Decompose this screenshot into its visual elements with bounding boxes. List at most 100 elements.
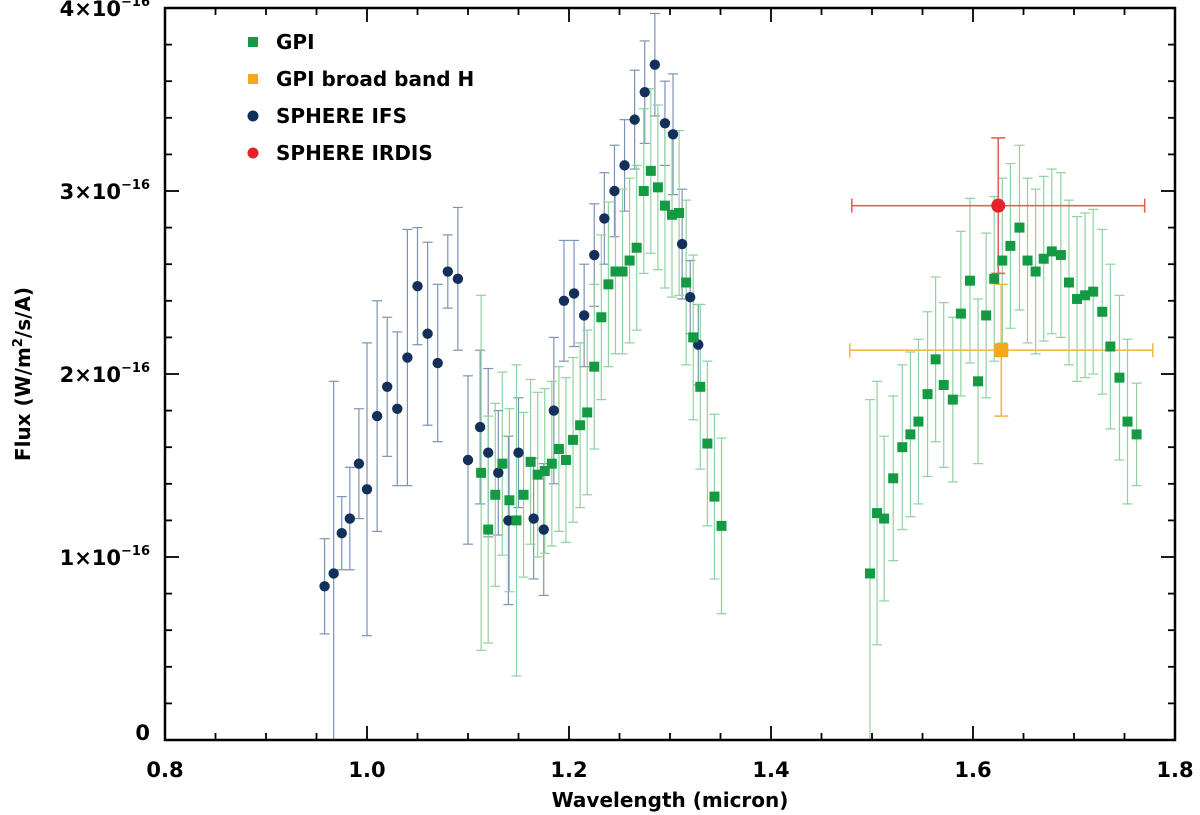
data-point: [652, 182, 663, 193]
data-point: [922, 389, 933, 400]
data-point: [631, 242, 642, 253]
data-point: [560, 455, 571, 466]
y-tick-exponent: −16: [121, 544, 150, 559]
data-point: [1131, 429, 1142, 440]
data-point: [610, 266, 621, 277]
axis-ticks: [164, 7, 1176, 741]
y-tick-label: 2×10−16: [60, 361, 150, 387]
data-markers-layer: [319, 59, 1142, 592]
legend-marker: [248, 74, 258, 84]
legend-marker: [247, 147, 259, 159]
data-point: [539, 465, 550, 476]
data-point: [674, 207, 685, 218]
data-point: [599, 213, 610, 224]
data-point: [1097, 306, 1108, 317]
data-point: [1038, 253, 1049, 264]
data-point: [955, 308, 966, 319]
data-point: [582, 407, 593, 418]
data-point: [864, 568, 875, 579]
data-point: [1030, 266, 1041, 277]
data-point: [422, 328, 433, 339]
data-point: [1014, 222, 1025, 233]
y-tick-exponent: −16: [121, 0, 150, 10]
data-point: [361, 484, 373, 495]
data-point: [568, 288, 580, 299]
data-point: [879, 513, 890, 524]
data-point: [490, 489, 501, 500]
data-point: [412, 280, 423, 292]
data-point: [442, 266, 453, 277]
y-axis-title: Flux (W/m2/s/A): [11, 287, 35, 461]
data-point: [688, 332, 699, 343]
x-tick-label: 0.8: [146, 758, 183, 782]
data-point: [528, 513, 539, 524]
data-point: [402, 352, 413, 363]
data-point: [513, 447, 524, 458]
y-axis-title-sup: 2: [11, 338, 26, 347]
y-tick-mantissa: 1×10: [60, 546, 121, 570]
data-point: [392, 403, 403, 414]
data-point: [336, 528, 347, 539]
data-point: [997, 255, 1008, 266]
data-point: [328, 568, 339, 579]
data-point: [553, 444, 564, 455]
y-tick-exponent: −16: [121, 361, 150, 376]
data-point: [702, 438, 713, 449]
data-point: [913, 416, 924, 427]
data-point: [1105, 341, 1116, 352]
data-point: [589, 361, 600, 372]
data-point: [645, 165, 656, 176]
y-tick-label: 3×10−16: [60, 178, 150, 204]
data-point: [575, 420, 586, 431]
data-point: [1046, 246, 1057, 257]
data-point: [504, 495, 515, 506]
data-point: [476, 467, 487, 478]
data-point: [619, 160, 630, 171]
data-point: [617, 266, 628, 277]
y-tick-mantissa: 4×10: [60, 0, 121, 21]
data-point: [1005, 240, 1016, 251]
data-point: [989, 273, 1000, 284]
data-point: [483, 447, 494, 458]
data-point: [518, 489, 529, 500]
data-point: [1072, 293, 1083, 304]
legend-label: SPHERE IFS: [276, 104, 407, 128]
y-tick-label: 1×10−16: [60, 544, 150, 570]
y-tick-exponent: −16: [121, 178, 150, 193]
legend-label: GPI broad band H: [276, 67, 474, 91]
data-point: [532, 469, 543, 480]
x-tick-labels: 0.8 1.0 1.2 1.4 1.6 1.8: [146, 758, 1193, 782]
data-point: [981, 310, 992, 321]
data-point: [681, 277, 692, 288]
data-point: [578, 310, 590, 321]
data-point: [638, 186, 649, 196]
x-tick-label: 1.4: [752, 758, 789, 782]
data-point: [973, 376, 984, 387]
error-bars-layer: [319, 12, 1154, 740]
data-point: [548, 405, 560, 416]
data-point: [905, 429, 916, 440]
data-point: [716, 520, 727, 531]
data-point: [497, 458, 508, 469]
data-point: [483, 524, 494, 535]
data-point: [609, 185, 620, 197]
data-point: [1122, 416, 1133, 427]
x-tick-label: 1.0: [348, 758, 385, 782]
data-point: [371, 410, 383, 422]
data-point: [629, 114, 640, 125]
data-point: [382, 381, 393, 393]
data-point: [938, 379, 949, 390]
data-point: [525, 456, 536, 467]
legend: GPI GPI broad band H SPHERE IFS SPHERE IRDI…: [247, 30, 474, 165]
y-axis-title-pre: Flux (W/m: [11, 347, 35, 461]
data-point: [994, 343, 1009, 358]
data-point: [685, 291, 696, 303]
x-tick-label: 1.6: [954, 758, 991, 782]
data-point: [659, 200, 670, 211]
data-point: [452, 273, 464, 285]
data-point: [589, 249, 600, 261]
data-point: [1088, 286, 1099, 297]
data-point: [503, 515, 514, 526]
data-point: [1055, 250, 1066, 261]
data-point: [558, 295, 570, 306]
